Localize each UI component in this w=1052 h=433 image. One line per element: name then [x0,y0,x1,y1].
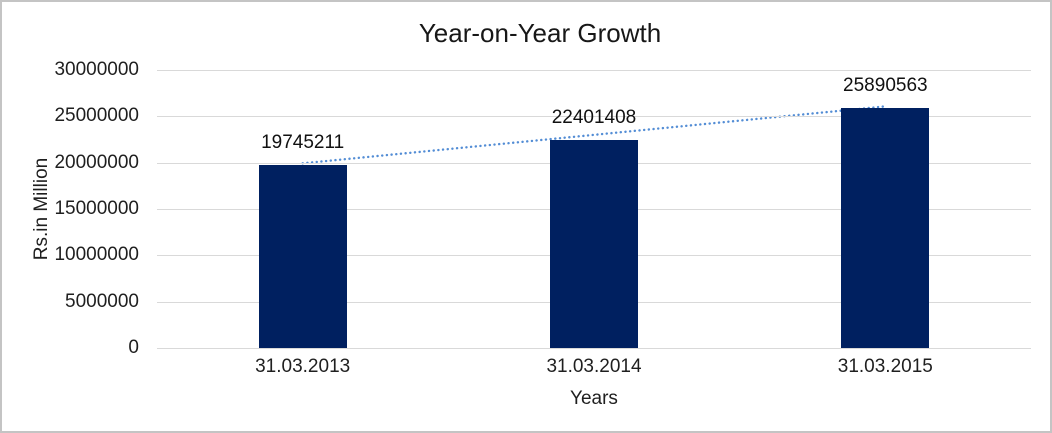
bar [550,140,638,348]
bar [258,165,347,348]
gridline [157,70,1031,71]
plot-area [157,70,1031,349]
bar [841,108,930,348]
y-tick-label: 0 [128,337,139,358]
gridline [157,116,1031,118]
trendline [301,105,887,165]
y-tick-label: 10000000 [54,244,139,266]
x-axis-title: Years [570,388,618,409]
y-tick-label: 15000000 [54,198,139,219]
y-tick-label: 5000000 [65,290,139,312]
x-tick-label: 31.03.2013 [255,356,351,377]
chart-title: Year-on-Year Growth [418,18,662,48]
gridline [157,348,1031,349]
bar-data-label: 22401408 [551,107,637,129]
y-tick-label: 25000000 [54,105,139,127]
y-tick-label: 20000000 [54,151,139,173]
bar-data-label: 19745211 [261,132,345,154]
y-tick-label: 30000000 [54,59,139,80]
x-tick-label: 31.03.2015 [837,356,933,377]
x-tick-label: 31.03.2014 [546,356,642,377]
bar-data-label: 25890563 [843,75,928,97]
